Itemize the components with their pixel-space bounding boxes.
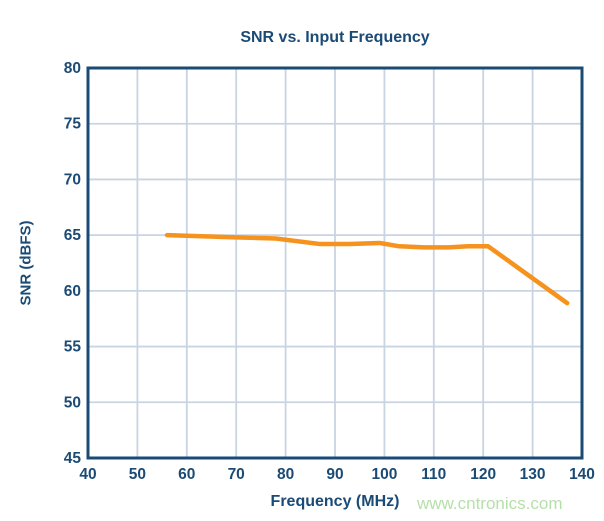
x-tick-label: 100 [371,466,397,483]
chart-title: SNR vs. Input Frequency [240,29,430,46]
x-tick-label: 80 [277,466,294,483]
x-tick-label: 70 [228,466,245,483]
y-tick-label: 45 [64,450,82,467]
x-tick-label: 90 [326,466,343,483]
y-tick-label: 75 [64,116,82,133]
x-axis-label: Frequency (MHz) [270,493,400,510]
x-tick-label: 130 [520,466,546,483]
x-tick-label: 140 [569,466,595,483]
y-tick-label: 80 [64,60,81,77]
y-tick-label: 70 [64,171,81,188]
x-tick-label: 40 [79,466,96,483]
plot-border [86,66,584,460]
y-tick-label: 60 [64,283,81,300]
y-tick-label: 55 [64,339,82,356]
y-tick-label: 65 [64,227,82,244]
y-tick-label: 50 [64,394,81,411]
watermark-text: www.cntronics.com [417,494,563,513]
x-tick-label: 120 [470,466,496,483]
x-tick-label: 110 [421,466,446,483]
x-tick-label: 60 [178,466,195,483]
y-axis-label: SNR (dBFS) [17,220,35,306]
x-tick-label: 50 [129,466,146,483]
snr-series-line [164,232,570,306]
